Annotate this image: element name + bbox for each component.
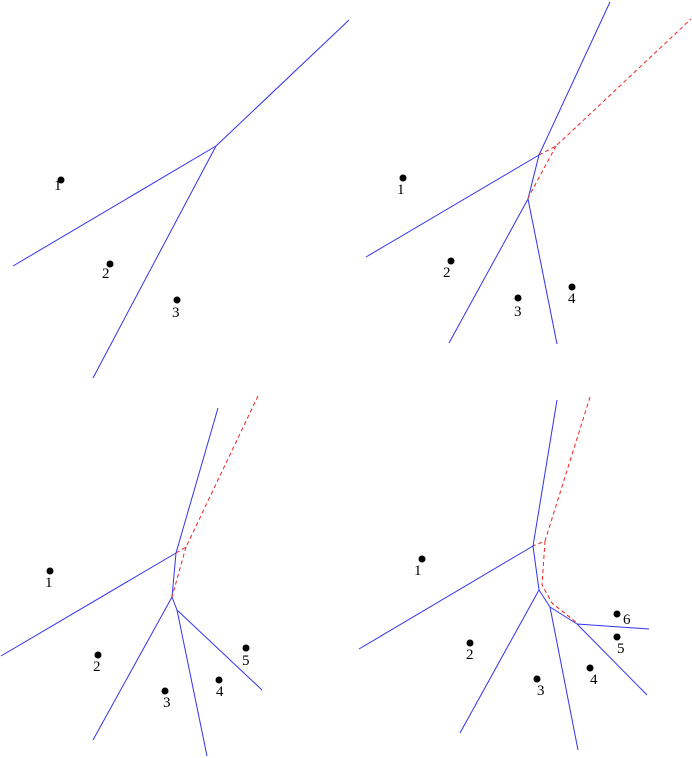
voronoi-edge <box>538 1 611 156</box>
voronoi-edge <box>459 589 540 734</box>
voronoi-edge <box>176 609 208 757</box>
site-label: 3 <box>514 304 522 320</box>
site-label: 6 <box>623 612 631 628</box>
site-label: 4 <box>216 684 224 700</box>
site-label: 2 <box>443 265 451 281</box>
site-point <box>161 687 169 695</box>
site-point <box>466 639 474 647</box>
site-point <box>215 676 223 684</box>
site-point <box>106 260 114 268</box>
site-point <box>418 555 426 563</box>
site-point <box>46 567 54 575</box>
site-point <box>173 296 181 304</box>
voronoi-edge <box>532 399 558 547</box>
site-point <box>514 294 522 302</box>
site-point <box>568 283 576 291</box>
previous-edge-dashed <box>175 395 259 554</box>
voronoi-edge <box>171 552 177 598</box>
voronoi-edge <box>576 623 648 696</box>
voronoi-edge <box>358 545 534 650</box>
site-point <box>399 174 407 182</box>
site-label: 5 <box>617 641 625 657</box>
voronoi-edge <box>92 145 217 379</box>
voronoi-edge <box>538 589 551 608</box>
site-label: 2 <box>466 647 474 663</box>
voronoi-edge <box>448 198 529 344</box>
voronoi-edge <box>527 198 558 345</box>
voronoi-edge <box>527 154 540 200</box>
voronoi-edge <box>365 154 540 258</box>
site-label: 4 <box>568 291 576 307</box>
site-point <box>447 257 455 265</box>
voronoi-edge <box>175 407 219 554</box>
voronoi-edge <box>549 606 579 751</box>
site-label: 2 <box>93 659 101 675</box>
site-point <box>613 610 621 618</box>
voronoi-edge <box>92 596 173 741</box>
voronoi-edge <box>176 609 263 691</box>
previous-edge-dashed <box>532 396 591 547</box>
site-label: 3 <box>172 305 180 321</box>
site-point <box>586 664 594 672</box>
site-label: 1 <box>45 575 53 591</box>
voronoi-edge <box>576 623 650 630</box>
site-point <box>613 633 621 641</box>
voronoi-edge <box>0 552 177 657</box>
site-label: 5 <box>242 653 250 669</box>
voronoi-edge <box>532 545 540 591</box>
site-label: 3 <box>163 695 171 711</box>
site-point <box>94 651 102 659</box>
voronoi-edge <box>171 596 178 611</box>
site-label: 1 <box>54 178 62 194</box>
site-label: 4 <box>590 672 598 688</box>
site-label: 3 <box>537 683 545 699</box>
site-point <box>57 176 65 184</box>
site-point <box>533 675 541 683</box>
previous-edge-dashed <box>171 546 187 598</box>
previous-edge-dashed <box>538 18 692 156</box>
voronoi-edge <box>12 145 217 267</box>
site-label: 1 <box>397 182 405 198</box>
previous-edge-dashed <box>527 145 557 199</box>
site-label: 1 <box>414 563 422 579</box>
site-point <box>242 644 250 652</box>
voronoi-edge <box>215 19 350 147</box>
previous-edge-dashed <box>541 540 578 624</box>
voronoi-edge <box>549 606 578 625</box>
site-label: 2 <box>102 266 110 282</box>
